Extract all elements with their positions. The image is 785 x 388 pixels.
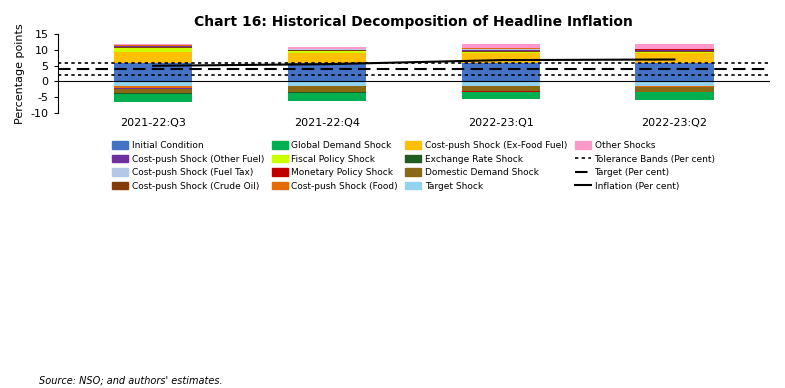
Bar [288,47,366,48]
Bar [462,86,540,91]
Title: Chart 16: Historical Decomposition of Headline Inflation: Chart 16: Historical Decomposition of He… [195,15,633,29]
Bar [114,86,192,88]
Bar [288,51,366,53]
Bar [635,51,714,52]
Bar [288,93,366,101]
Bar [288,86,366,92]
Bar [114,47,192,48]
Bar [462,62,540,81]
Bar [288,48,366,49]
Bar [635,53,714,62]
Bar [114,45,192,46]
Bar [462,44,540,48]
Bar [635,92,714,100]
Bar [462,49,540,50]
Bar [288,62,366,81]
Legend: Initial Condition, Cost-push Shock (Other Fuel), Cost-push Shock (Fuel Tax), Cos: Initial Condition, Cost-push Shock (Othe… [112,141,716,191]
Bar [288,53,366,62]
Bar [114,81,192,86]
Bar [635,50,714,51]
Bar [462,50,540,51]
Bar [114,62,192,81]
Bar [462,92,540,99]
Bar [635,81,714,86]
Bar [114,46,192,47]
Bar [114,89,192,94]
Bar [462,53,540,62]
Bar [288,81,366,86]
Bar [114,88,192,89]
Bar [635,62,714,81]
Bar [114,48,192,52]
Bar [462,48,540,49]
Bar [635,52,714,53]
Y-axis label: Percentage points: Percentage points [15,23,25,124]
Bar [114,94,192,102]
Bar [462,52,540,53]
Bar [635,44,714,49]
Bar [288,50,366,51]
Bar [462,81,540,86]
Bar [635,86,714,87]
Bar [114,44,192,45]
Bar [462,51,540,52]
Text: Source: NSO; and authors' estimates.: Source: NSO; and authors' estimates. [39,376,223,386]
Bar [635,87,714,92]
Bar [114,52,192,62]
